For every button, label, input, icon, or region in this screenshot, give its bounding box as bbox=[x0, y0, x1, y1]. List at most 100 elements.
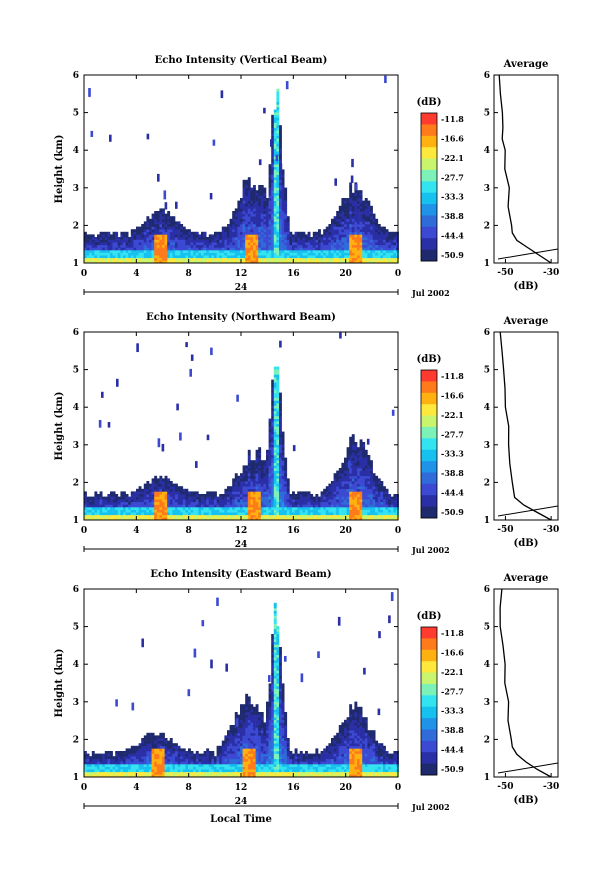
heatmap-cell bbox=[263, 481, 267, 484]
heatmap-cell bbox=[229, 507, 233, 510]
heatmap-cell bbox=[359, 491, 363, 495]
heatmap-cell bbox=[154, 769, 158, 773]
heatmap-cell bbox=[128, 250, 132, 253]
heatmap-cell bbox=[175, 769, 178, 773]
heatmap-cell bbox=[180, 234, 184, 238]
heatmap-cell bbox=[364, 224, 368, 227]
heatmap-cell bbox=[190, 501, 194, 505]
heatmap-cell bbox=[333, 512, 337, 516]
heatmap-cell bbox=[349, 517, 353, 521]
heatmap-cell bbox=[94, 244, 98, 248]
heatmap-cell bbox=[123, 244, 126, 248]
heatmap-cell bbox=[268, 257, 272, 261]
heatmap-cell bbox=[177, 774, 181, 778]
heatmap-cell bbox=[250, 195, 254, 199]
heatmap-cell bbox=[273, 242, 277, 246]
heatmap-cell bbox=[167, 499, 171, 503]
heatmap-cell bbox=[370, 229, 373, 233]
heatmap-cell bbox=[162, 732, 165, 736]
heatmap-cell bbox=[276, 496, 280, 500]
heatmap-cell bbox=[336, 491, 340, 495]
heatmap-cell bbox=[372, 242, 376, 246]
heatmap-cell bbox=[351, 205, 355, 209]
heatmap-cell bbox=[305, 491, 308, 495]
heatmap-cell bbox=[247, 198, 251, 201]
heatmap-cell bbox=[276, 501, 280, 505]
heatmap-cell bbox=[359, 447, 363, 451]
heatmap-cell bbox=[323, 491, 327, 495]
heatmap-cell bbox=[169, 743, 173, 747]
heatmap-cell bbox=[338, 512, 342, 516]
heatmap-cell bbox=[234, 494, 238, 497]
heatmap-cell bbox=[362, 247, 366, 251]
heatmap-cell bbox=[102, 244, 106, 248]
heatmap-cell bbox=[354, 250, 358, 253]
heatmap-cell bbox=[232, 211, 236, 214]
heatmap-cell bbox=[250, 226, 254, 230]
heatmap-cell bbox=[297, 509, 301, 513]
heatmap-cell bbox=[357, 192, 360, 196]
heatmap-cell bbox=[104, 766, 108, 770]
heatmap-cell bbox=[367, 465, 371, 469]
heatmap-cell bbox=[328, 257, 332, 261]
heatmap-cell bbox=[130, 756, 134, 760]
heatmap-cell bbox=[110, 751, 113, 754]
heatmap-cell bbox=[141, 224, 145, 227]
heatmap-cell bbox=[146, 234, 150, 238]
heatmap-cell bbox=[273, 478, 277, 482]
heatmap-cell bbox=[338, 499, 342, 503]
heatmap-cell bbox=[333, 231, 337, 235]
heatmap-cell bbox=[333, 483, 337, 487]
heatmap-cell bbox=[146, 250, 150, 253]
heatmap-cell bbox=[338, 226, 342, 230]
heatmap-cell bbox=[258, 478, 262, 482]
heatmap-cell bbox=[97, 758, 100, 762]
heatmap-cell bbox=[229, 234, 233, 238]
heatmap-cell bbox=[359, 257, 363, 261]
heatmap-cell bbox=[380, 231, 384, 235]
heatmap-cell bbox=[271, 426, 275, 430]
heatmap-cell bbox=[237, 517, 241, 521]
heatmap-cell bbox=[367, 247, 371, 251]
heatmap-cell bbox=[182, 517, 186, 521]
heatmap-cell bbox=[263, 237, 267, 240]
heatmap-cell bbox=[242, 231, 246, 235]
heatmap-cell bbox=[260, 468, 264, 471]
heatmap-cell bbox=[359, 455, 363, 458]
heatmap-cell bbox=[396, 247, 399, 251]
heatmap-cell bbox=[206, 517, 210, 521]
heatmap-cell bbox=[175, 491, 178, 495]
heatmap-cell bbox=[279, 161, 282, 165]
colorbar-frame bbox=[420, 369, 438, 519]
heatmap-cell bbox=[91, 758, 95, 762]
heatmap-cell bbox=[346, 501, 350, 505]
heatmap-cell bbox=[294, 499, 298, 503]
heatmap-cell bbox=[273, 146, 277, 149]
heatmap-cell bbox=[255, 242, 259, 246]
heatmap-cell bbox=[151, 488, 155, 492]
heatmap-cell bbox=[396, 507, 399, 510]
heatmap-cell bbox=[234, 229, 238, 233]
heatmap-cell bbox=[281, 187, 285, 191]
heatmap-cell bbox=[325, 501, 329, 505]
heatmap-cell bbox=[294, 260, 298, 264]
heatmap-cell bbox=[99, 766, 103, 770]
heatmap-cell bbox=[151, 499, 155, 503]
heatmap-cell bbox=[331, 514, 334, 518]
heatmap-cell bbox=[273, 457, 277, 461]
heatmap-cell bbox=[385, 509, 389, 513]
heatmap-cell bbox=[266, 216, 269, 220]
heatmap-cell bbox=[245, 182, 249, 186]
heatmap-cell bbox=[130, 244, 134, 248]
heatmap-cell bbox=[396, 252, 399, 256]
heatmap-cell bbox=[115, 499, 119, 503]
heatmap-cell bbox=[271, 174, 275, 178]
heatmap-cell bbox=[120, 491, 124, 495]
chart-title: Echo Intensity (Vertical Beam) bbox=[155, 55, 328, 66]
heatmap-cell bbox=[89, 758, 93, 762]
heatmap-cell bbox=[362, 494, 366, 497]
heatmap-cell bbox=[320, 517, 324, 521]
heatmap-cell bbox=[149, 771, 152, 775]
heatmap-cell bbox=[273, 239, 277, 243]
